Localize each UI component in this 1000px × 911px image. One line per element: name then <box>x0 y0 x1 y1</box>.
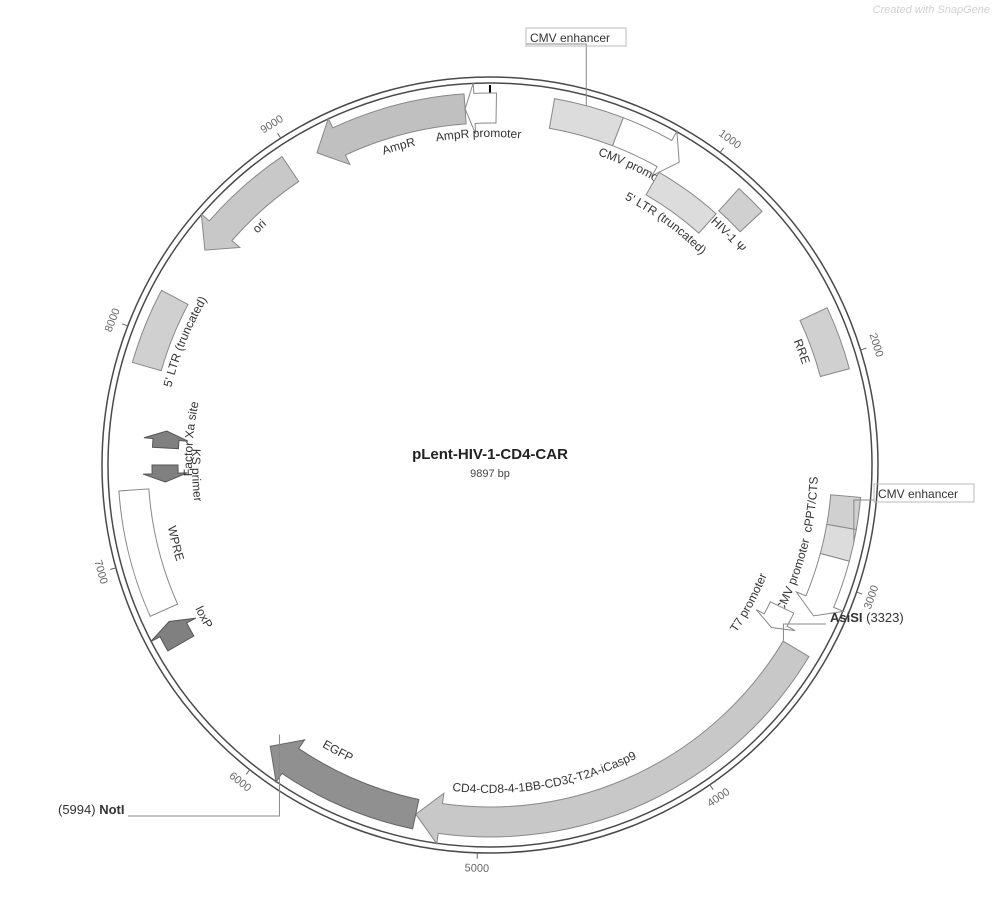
bp-tick-label: 5000 <box>464 862 489 875</box>
bp-tick <box>720 148 724 153</box>
feature-ks-primer <box>143 465 187 482</box>
bp-tick <box>122 324 128 326</box>
callout-label: CMV enhancer <box>530 31 610 45</box>
feature-loxp <box>151 618 196 651</box>
bp-tick-label: 3000 <box>862 584 881 611</box>
callout-leader <box>526 44 586 106</box>
plasmid-name: pLent-HIV-1-CD4-CAR <box>412 446 568 463</box>
bp-tick <box>857 592 863 594</box>
feature-cd4-cd8-4-1bb-cd3-t2a-icasp9 <box>416 641 809 844</box>
bp-tick <box>861 348 867 350</box>
feature-label: cPPT/CTS <box>800 476 821 533</box>
feature-label: WPRE <box>165 525 187 563</box>
feature-factor-xa-site <box>144 431 188 449</box>
bp-tick-label: 2000 <box>867 332 886 359</box>
bp-tick-label: 1000 <box>716 128 743 152</box>
callout-label: AsiSI (3323) <box>830 610 904 625</box>
feature-label: EGFP <box>320 737 355 765</box>
feature-label: loxP <box>192 604 215 631</box>
feature-ori <box>201 157 298 251</box>
bp-tick <box>246 770 250 775</box>
backbone-outer-ring <box>102 77 878 853</box>
feature-wpre <box>119 489 178 616</box>
plasmid-map: 1000 2000 3000 4000 5000 6000 7000 8000 9000 CMV … <box>0 0 1000 911</box>
bp-tick-label: 6000 <box>227 770 254 795</box>
bp-tick-label: 9000 <box>259 113 286 136</box>
feature-label: AmpR promoter <box>435 126 522 144</box>
bp-tick <box>710 785 713 790</box>
bp-tick <box>278 133 281 138</box>
callout-label: CMV enhancer <box>878 487 958 501</box>
bp-tick <box>110 568 116 570</box>
callout-label: (5994) NotI <box>58 802 124 817</box>
watermark-text: Created with SnapGene <box>873 4 990 16</box>
bp-tick-label: 8000 <box>103 307 123 334</box>
plasmid-size: 9897 bp <box>470 468 510 480</box>
callout-leader <box>783 624 826 641</box>
bp-tick-label: 4000 <box>705 786 732 810</box>
feature-cmv-enhancer <box>549 99 623 146</box>
backbone-inner-ring <box>108 83 872 847</box>
feature-label: T7 promoter <box>727 571 770 635</box>
bp-tick-label: 7000 <box>92 559 110 586</box>
